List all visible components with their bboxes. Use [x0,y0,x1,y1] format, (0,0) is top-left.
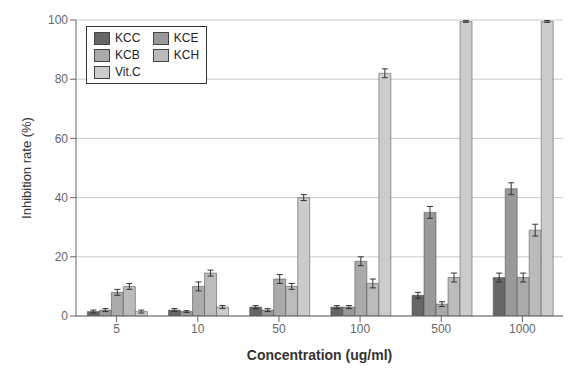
svg-text:60: 60 [55,132,69,146]
svg-text:Concentration (ug/ml): Concentration (ug/ml) [247,347,392,363]
svg-text:50: 50 [272,322,286,336]
svg-text:500: 500 [431,322,451,336]
svg-text:100: 100 [350,322,370,336]
svg-text:20: 20 [55,250,69,264]
svg-text:1000: 1000 [509,322,536,336]
svg-text:100: 100 [48,13,68,27]
svg-text:Inhibition rate (%): Inhibition rate (%) [19,117,34,219]
html-text:KCE: KCE [173,31,199,45]
html-text:KCB: KCB [115,48,140,62]
html-text:Vit.C: Vit.C [115,65,141,79]
html-text:KCC: KCC [115,31,141,45]
svg-text:0: 0 [61,309,68,323]
html-text:KCH: KCH [173,48,200,62]
svg-text:10: 10 [191,322,205,336]
svg-text:40: 40 [55,191,69,205]
svg-text:80: 80 [55,72,69,86]
svg-text:5: 5 [113,322,120,336]
